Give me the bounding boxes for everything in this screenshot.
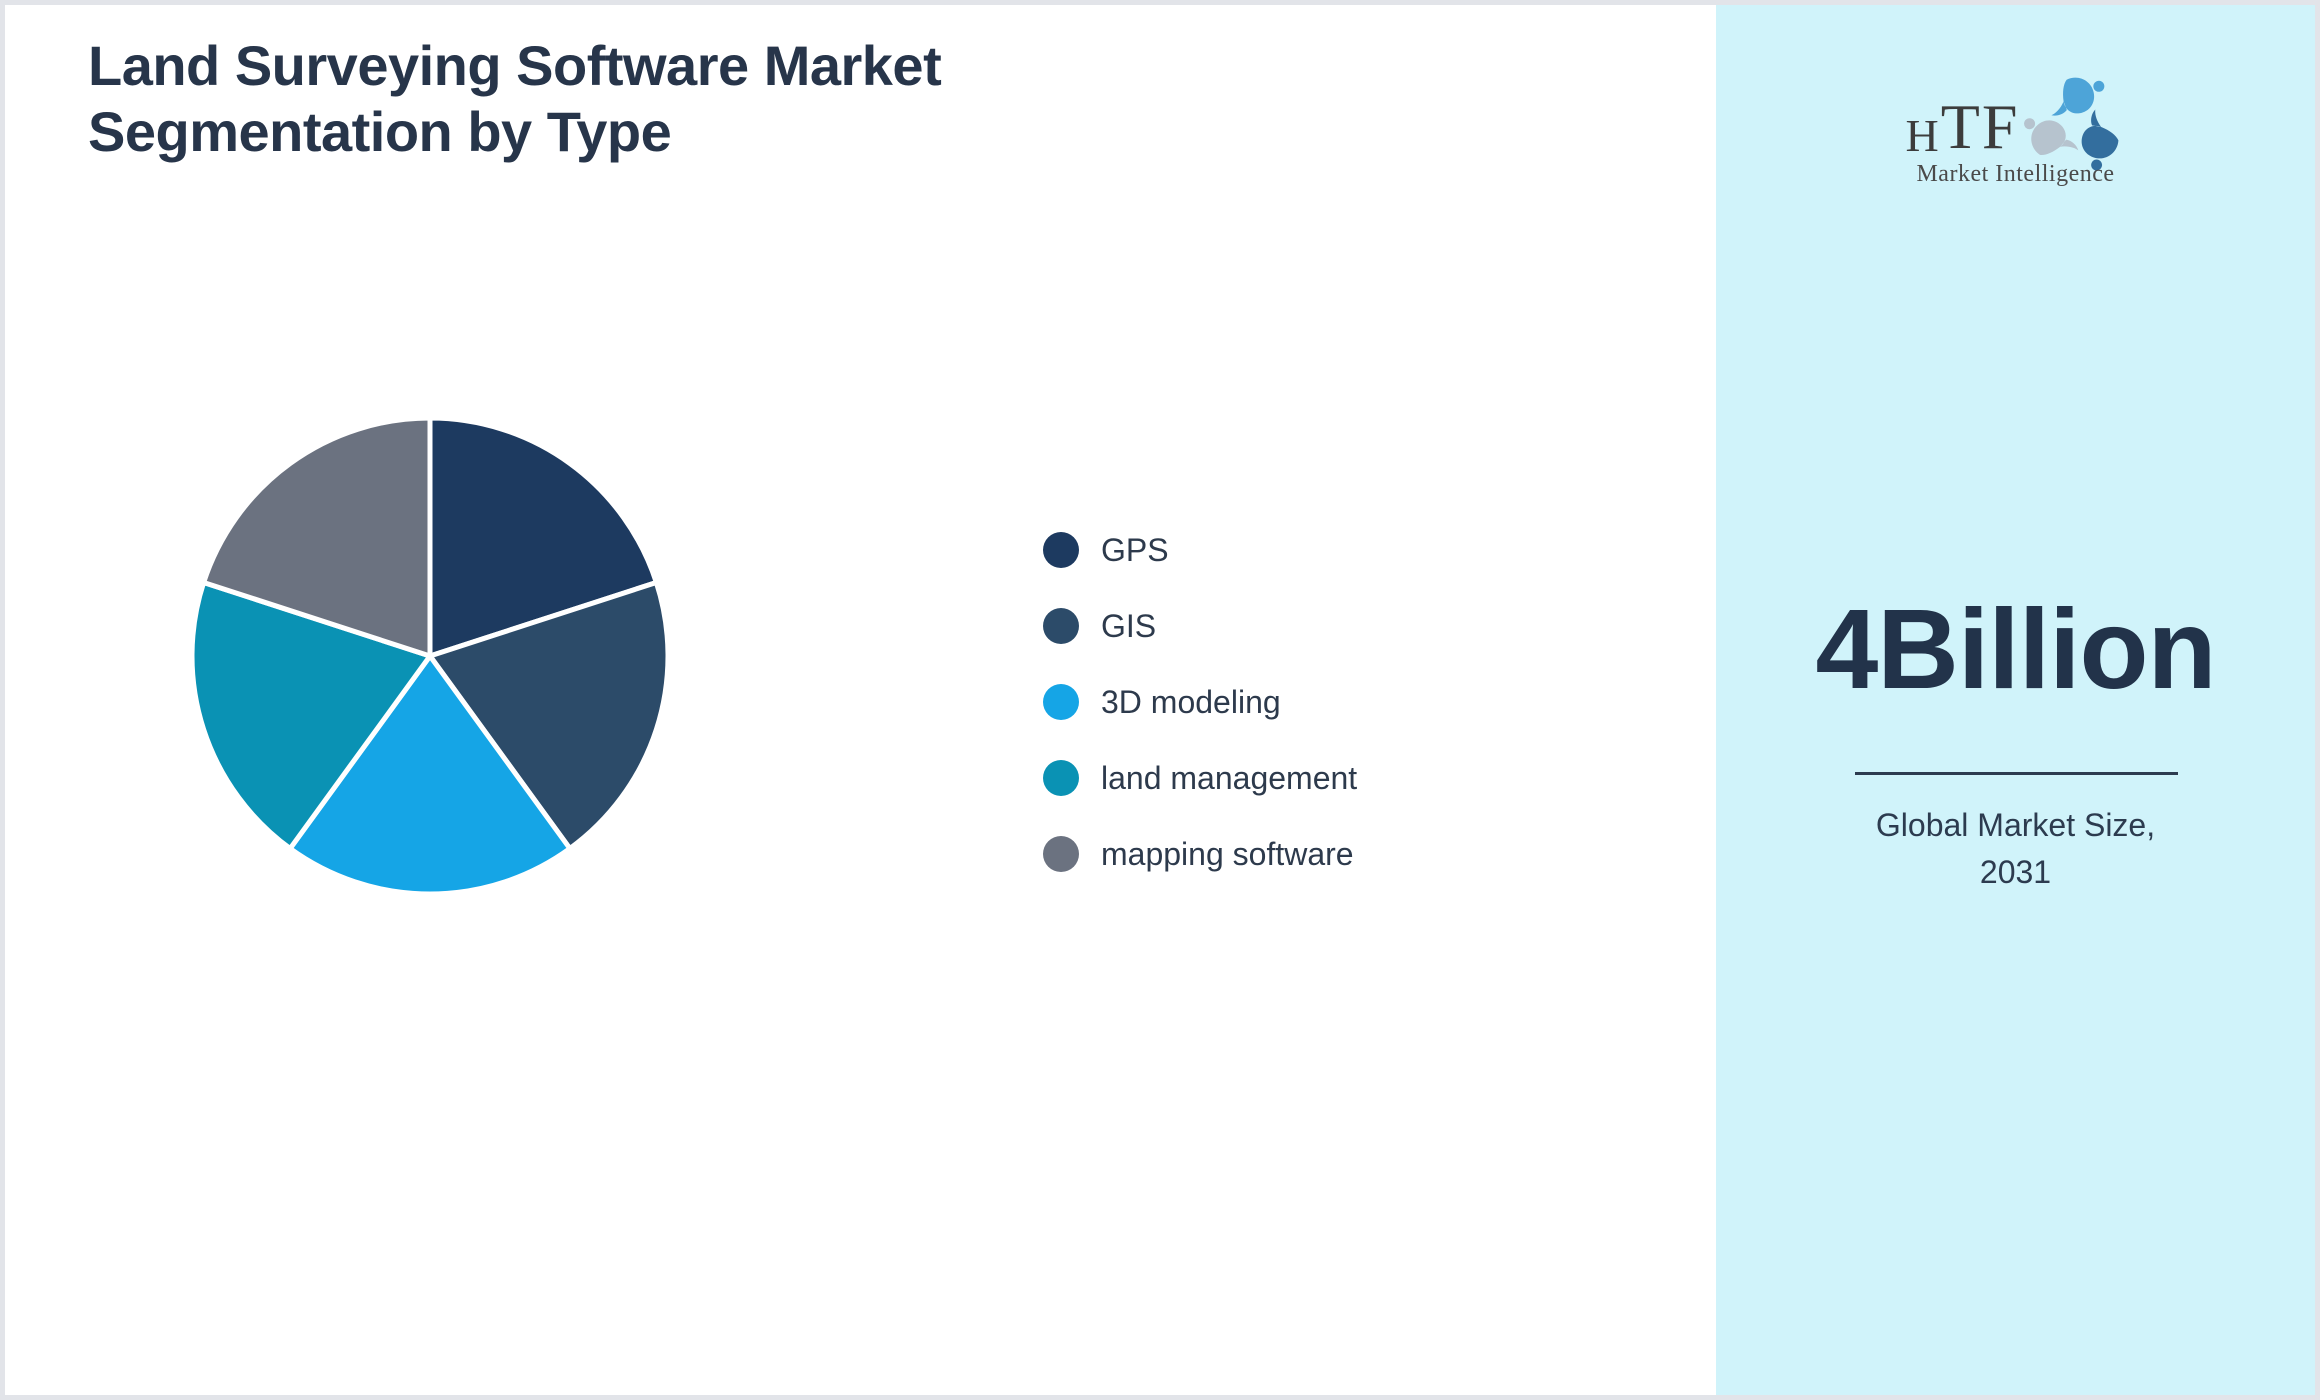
pie-slice-mapping-software [201, 415, 433, 659]
brand-letters-tf: TF [1940, 91, 2020, 162]
pie-slice-gps [427, 415, 659, 659]
pie-slice-gis [427, 579, 671, 852]
legend-label: 3D modeling [1101, 683, 1281, 720]
market-size-value: 4Billion [1815, 586, 2216, 712]
legend-item: GIS [1043, 608, 1357, 644]
page-title: Land Surveying Software Market Segmentat… [88, 33, 942, 165]
market-size-caption-line2: 2031 [1979, 854, 2052, 890]
legend-label: GPS [1101, 531, 1169, 568]
pie-slice-land-management [189, 579, 433, 852]
market-size-caption: Global Market Size, 2031 [1716, 802, 2315, 896]
legend-item: GPS [1043, 532, 1357, 568]
divider-line [1854, 772, 2178, 775]
legend-item: 3D modeling [1043, 684, 1357, 720]
dolphins-swirl-icon [2024, 77, 2119, 171]
legend-item: land management [1043, 760, 1357, 796]
legend-label: land management [1101, 759, 1358, 796]
legend: GPS GIS 3D modeling land management mapp… [1043, 532, 1357, 912]
legend-color-dot [1043, 760, 1079, 796]
brand-logo-row: H TF [1716, 73, 2315, 171]
brand-logo: H TF [1716, 73, 2315, 188]
legend-color-dot [1043, 532, 1079, 568]
brand-tagline: Market Intelligence [1916, 161, 2115, 187]
pie-slice-3d-modeling [287, 653, 573, 897]
legend-color-dot [1043, 836, 1079, 872]
page-title-line2: Segmentation by Type [88, 100, 672, 163]
page-title-line1: Land Surveying Software Market [88, 34, 942, 97]
legend-color-dot [1043, 684, 1079, 720]
market-size-caption-line1: Global Market Size, [1875, 807, 2156, 843]
legend-color-dot [1043, 608, 1079, 644]
content-area: Land Surveying Software Market Segmentat… [5, 5, 2315, 1395]
sidebar: H TF [1716, 5, 2315, 1395]
legend-label: mapping software [1101, 835, 1354, 872]
legend-label: GIS [1101, 607, 1157, 644]
brand-letter-h: H [1905, 110, 1941, 161]
legend-item: mapping software [1043, 836, 1357, 872]
pie-chart [189, 415, 671, 897]
